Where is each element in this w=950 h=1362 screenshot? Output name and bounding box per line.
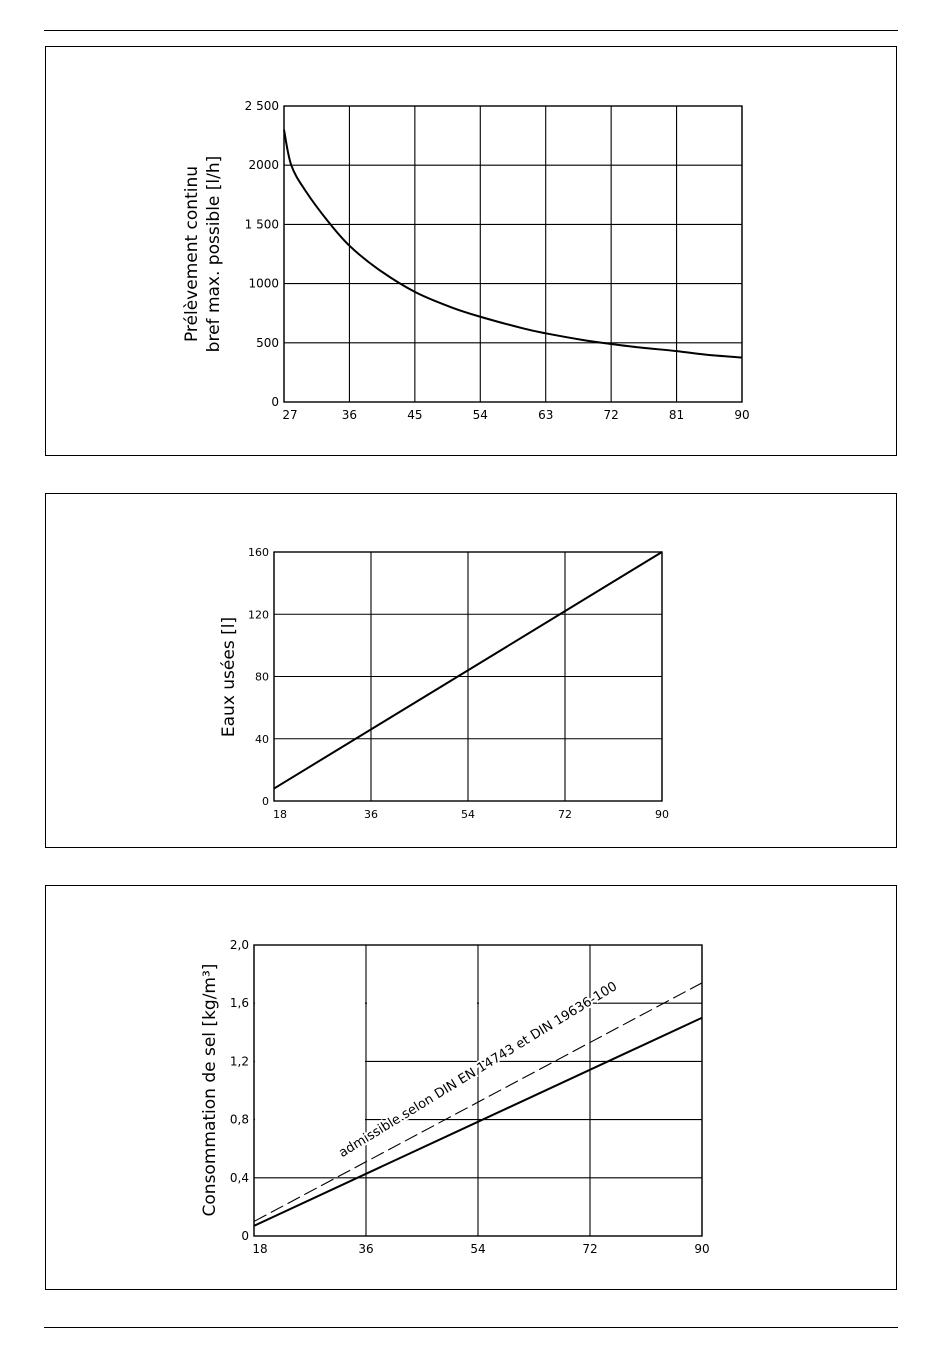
grid-blank-area: [479, 946, 589, 1006]
plot-frame: [253, 944, 703, 1237]
x-tick-label: 90: [655, 808, 669, 821]
y-tick-label: 80: [255, 671, 269, 684]
plot-frame: [273, 551, 663, 802]
x-tick-label: 90: [694, 1242, 709, 1256]
y-axis-title: Prélèvement continu: [182, 166, 202, 342]
y-axis-title: bref max. possible [l/h]: [204, 156, 224, 353]
y-tick-label: 0: [241, 1229, 249, 1243]
x-tick-label: 27: [282, 408, 297, 422]
y-tick-label: 2 500: [245, 99, 279, 113]
x-tick-label: 18: [273, 808, 287, 821]
y-tick-label: 1,6: [230, 996, 249, 1010]
plot-frame: [283, 105, 743, 403]
y-tick-label: 160: [248, 546, 269, 559]
grid-blank-area: [591, 946, 701, 1001]
y-axis-title: Consommation de sel [kg/m³]: [200, 964, 220, 1217]
x-tick-label: 72: [604, 408, 619, 422]
x-tick-label: 63: [538, 408, 553, 422]
x-tick-label: 81: [669, 408, 684, 422]
top-rule: [44, 30, 898, 31]
chart-panel-salt: [45, 885, 897, 1290]
y-tick-label: 0,8: [230, 1113, 249, 1127]
x-tick-label: 36: [342, 408, 357, 422]
y-tick-label: 1,2: [230, 1054, 249, 1068]
y-tick-label: 0,4: [230, 1171, 249, 1185]
y-tick-label: 40: [255, 733, 269, 746]
x-tick-label: 36: [358, 1242, 373, 1256]
x-tick-label: 54: [473, 408, 488, 422]
x-tick-label: 90: [734, 408, 749, 422]
chart-panel-wastewater: [45, 493, 897, 848]
chart-panel-flow: [45, 46, 897, 456]
y-tick-label: 120: [248, 608, 269, 621]
grid-blank-area: [367, 946, 477, 1046]
series-line-dashed: [253, 982, 703, 1222]
y-tick-label: 1000: [248, 277, 279, 291]
y-tick-label: 500: [256, 336, 279, 350]
grid-blank-area: [255, 946, 365, 1122]
series-line: [273, 551, 663, 790]
x-tick-label: 72: [558, 808, 572, 821]
x-tick-label: 18: [252, 1242, 267, 1256]
y-tick-label: 2,0: [230, 938, 249, 952]
y-tick-label: 1 500: [245, 217, 279, 231]
y-tick-label: 0: [271, 395, 279, 409]
x-tick-label: 54: [461, 808, 475, 821]
y-tick-label: 0: [262, 795, 269, 808]
x-tick-label: 36: [364, 808, 378, 821]
series-line: [253, 1016, 703, 1227]
series-line: [283, 129, 743, 359]
y-axis-title: Eaux usées [l]: [219, 617, 239, 737]
x-tick-label: 45: [407, 408, 422, 422]
x-tick-label: 54: [470, 1242, 485, 1256]
y-tick-label: 2000: [248, 158, 279, 172]
bottom-rule: [44, 1327, 898, 1328]
x-tick-label: 72: [582, 1242, 597, 1256]
